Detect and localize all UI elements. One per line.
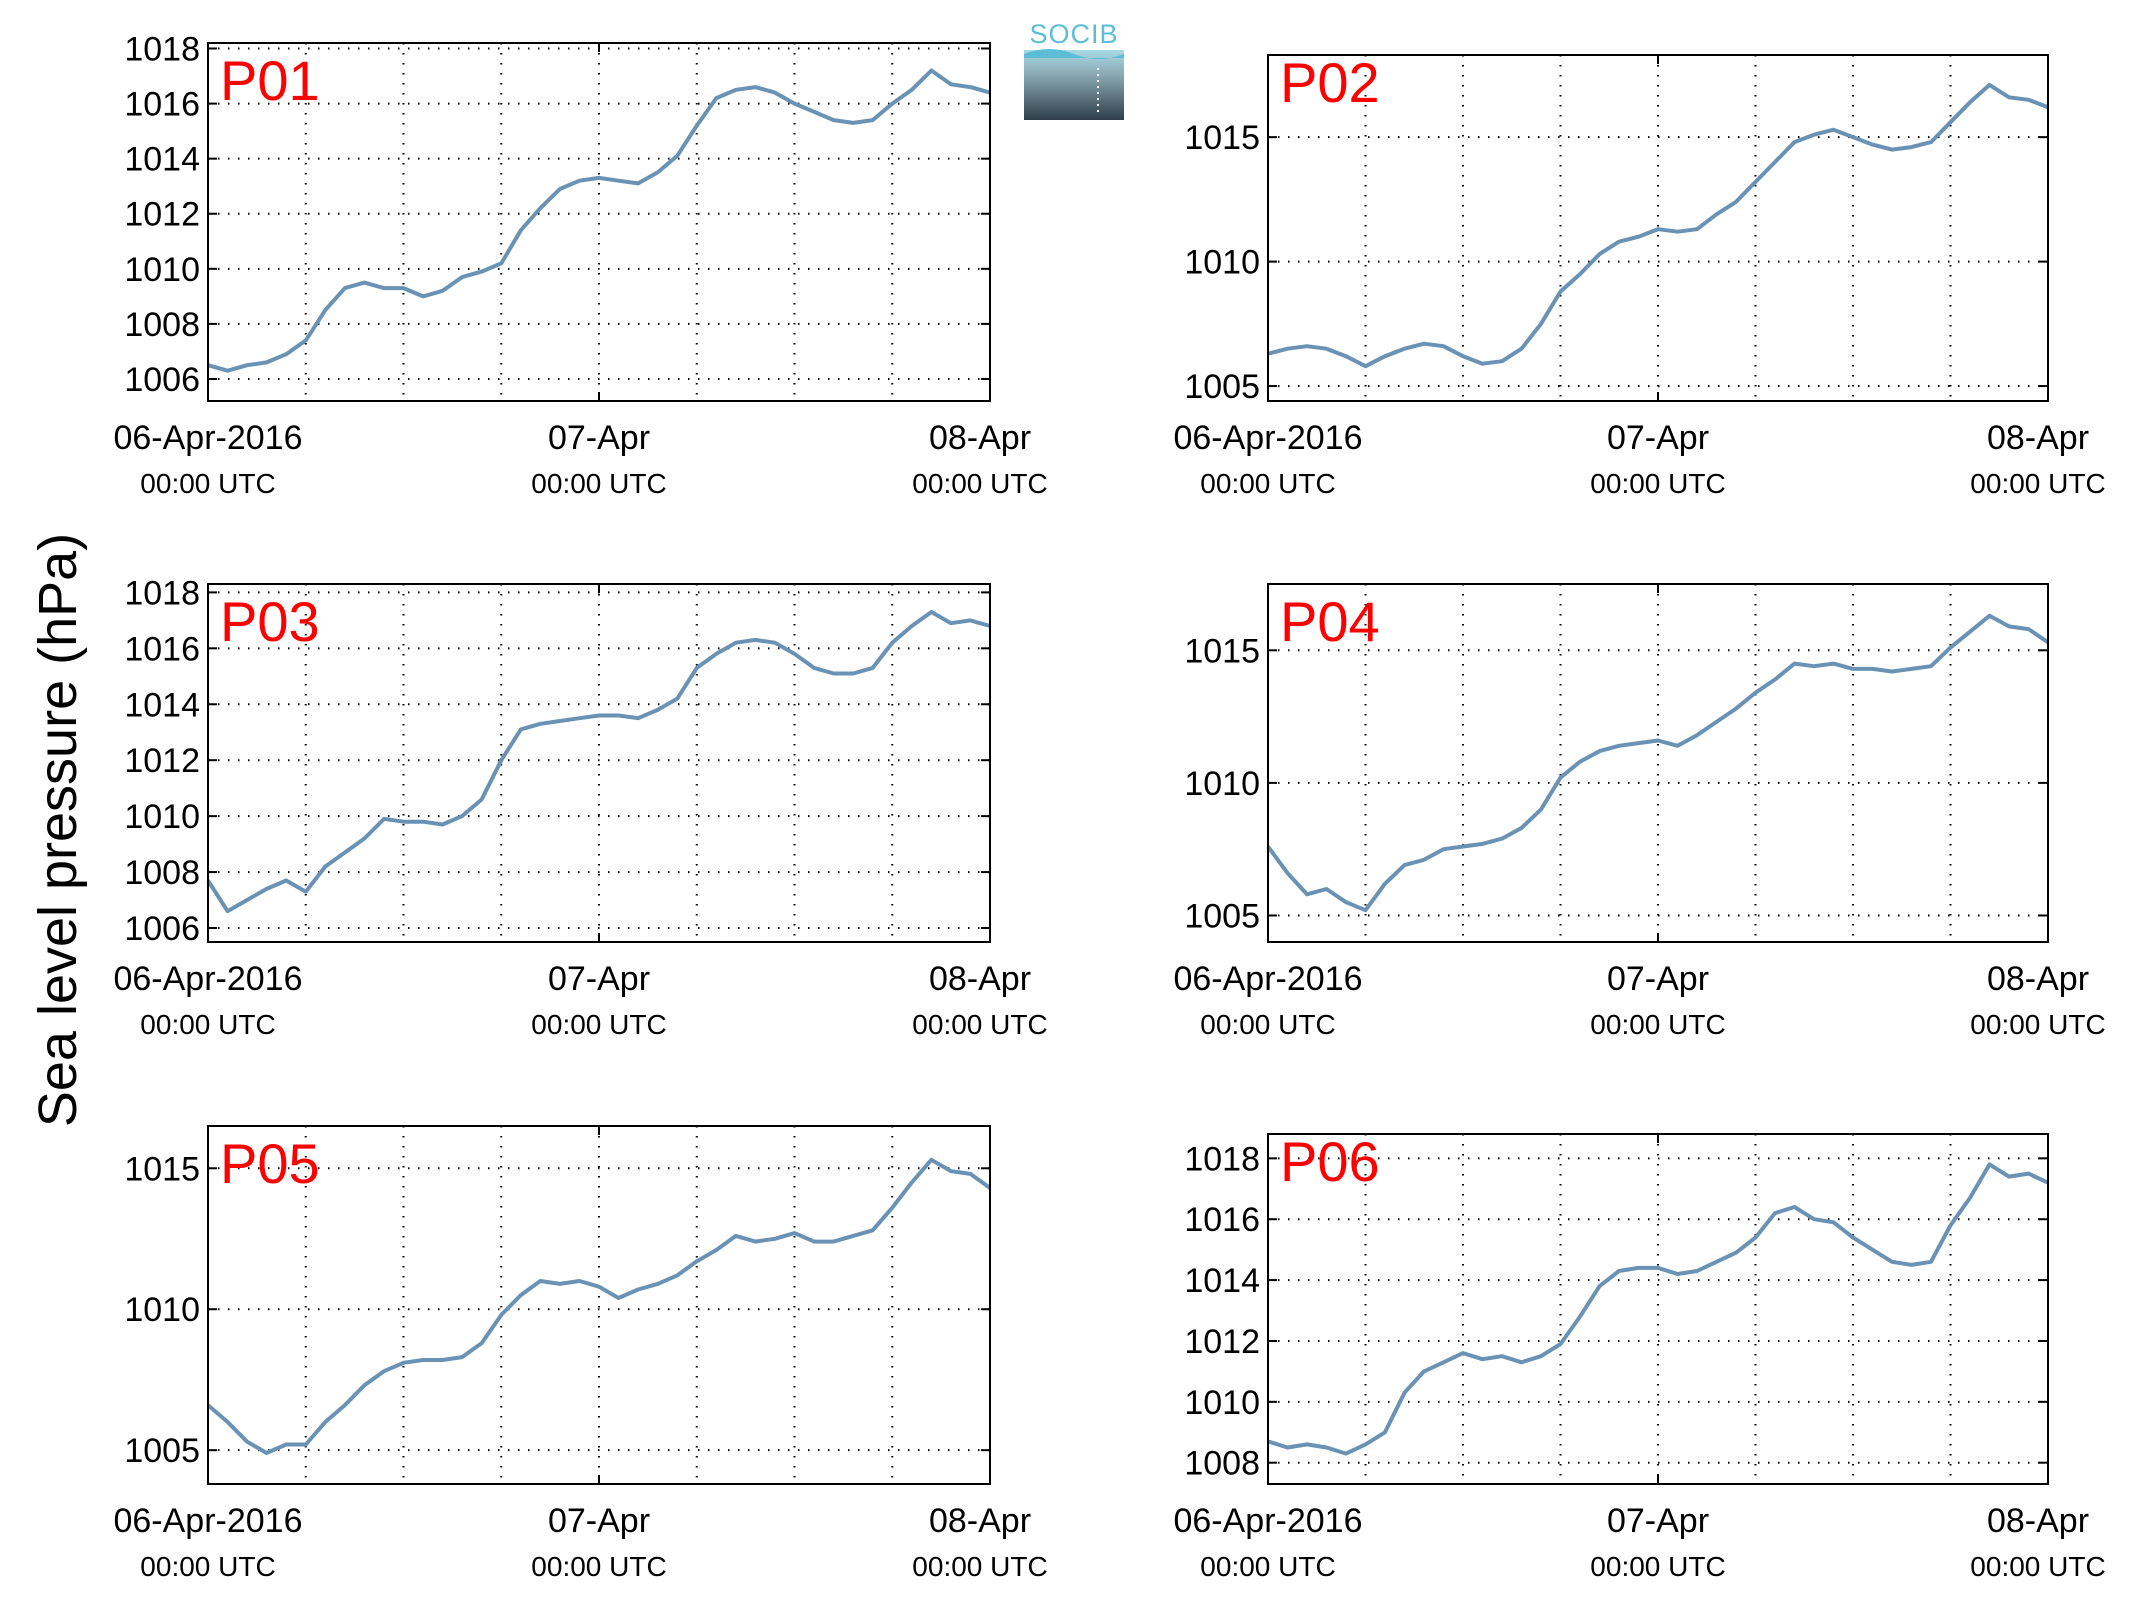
x-tick-sublabel: 00:00 UTC <box>1970 1009 2105 1040</box>
panel-p05: 1005 1010 1015 06-Apr-2016 00:00 UTC 07-Apr 00… <box>113 1125 1048 1582</box>
x-tick-label: 08-Apr <box>1987 960 2089 998</box>
x-tick-sublabel: 00:00 UTC <box>1590 468 1725 499</box>
panel-p03: 1006 1008 1010 1012 1014 1016 1018 06-Apr-2016 0… <box>113 574 1047 1040</box>
y-tick-label: 1005 <box>1184 897 1260 935</box>
panel-label: P01 <box>220 49 320 112</box>
x-tick-label: 06-Apr-2016 <box>113 419 302 457</box>
x-tick-sublabel: 00:00 UTC <box>1200 1551 1335 1582</box>
y-tick-label: 1012 <box>124 742 200 780</box>
y-tick-label: 1008 <box>124 306 200 344</box>
socib-logo: SOCIB <box>1024 19 1124 120</box>
series-line-p02 <box>1267 82 2049 369</box>
y-tick-label: 1016 <box>1184 1201 1260 1239</box>
y-axis-label: Sea level pressure (hPa) <box>28 533 88 1127</box>
x-tick-label: 08-Apr <box>1987 1502 2089 1540</box>
y-tick-label: 1016 <box>124 630 200 668</box>
y-tick-label: 1015 <box>1184 119 1260 157</box>
y-tick-label: 1018 <box>124 31 200 69</box>
series-line-p06 <box>1267 1162 2049 1456</box>
y-tick-label: 1018 <box>1184 1140 1260 1178</box>
x-tick-sublabel: 00:00 UTC <box>1590 1551 1725 1582</box>
y-tick-label: 1008 <box>1184 1445 1260 1483</box>
x-tick-label: 08-Apr <box>929 419 1031 457</box>
series-line-p05 <box>206 1157 992 1455</box>
panel-label: P06 <box>1280 1130 1380 1193</box>
x-tick-sublabel: 00:00 UTC <box>140 468 275 499</box>
x-tick-label: 06-Apr-2016 <box>113 1502 302 1540</box>
x-tick-label: 07-Apr <box>1607 1502 1709 1540</box>
logo-text: SOCIB <box>1029 19 1118 49</box>
series-line-p01 <box>207 68 991 373</box>
x-tick-sublabel: 00:00 UTC <box>1200 1009 1335 1040</box>
chart-panels: 1006 1008 1010 1012 1014 1016 1018 06-Apr-2016 0… <box>113 31 2105 1582</box>
y-tick-label: 1010 <box>124 251 200 289</box>
x-tick-sublabel: 00:00 UTC <box>140 1551 275 1582</box>
y-tick-label: 1012 <box>1184 1323 1260 1361</box>
y-tick-label: 1005 <box>124 1432 200 1470</box>
y-tick-label: 1016 <box>124 86 200 124</box>
y-tick-label: 1014 <box>124 141 200 179</box>
x-tick-sublabel: 00:00 UTC <box>912 468 1047 499</box>
x-tick-label: 06-Apr-2016 <box>1173 960 1362 998</box>
y-tick-label: 1010 <box>1184 244 1260 282</box>
y-tick-label: 1006 <box>124 910 200 948</box>
y-tick-label: 1015 <box>1184 632 1260 670</box>
panel-label: P04 <box>1280 590 1380 653</box>
x-tick-label: 08-Apr <box>1987 419 2089 457</box>
x-tick-sublabel: 00:00 UTC <box>531 468 666 499</box>
panel-label: P02 <box>1280 51 1380 114</box>
y-tick-label: 1010 <box>1184 765 1260 803</box>
x-tick-label: 07-Apr <box>1607 419 1709 457</box>
y-tick-label: 1010 <box>124 1291 200 1329</box>
y-tick-label: 1010 <box>124 798 200 836</box>
x-tick-label: 07-Apr <box>1607 960 1709 998</box>
x-tick-label: 06-Apr-2016 <box>1173 419 1362 457</box>
x-tick-sublabel: 00:00 UTC <box>531 1551 666 1582</box>
x-tick-label: 07-Apr <box>548 960 650 998</box>
y-tick-label: 1005 <box>1184 368 1260 406</box>
x-tick-sublabel: 00:00 UTC <box>912 1009 1047 1040</box>
series-line-p03 <box>206 610 991 914</box>
panel-label: P05 <box>220 1132 320 1195</box>
x-tick-sublabel: 00:00 UTC <box>912 1551 1047 1582</box>
x-tick-sublabel: 00:00 UTC <box>531 1009 666 1040</box>
y-tick-label: 1018 <box>124 574 200 612</box>
x-tick-label: 06-Apr-2016 <box>113 960 302 998</box>
x-tick-sublabel: 00:00 UTC <box>1970 1551 2105 1582</box>
y-tick-label: 1008 <box>124 854 200 892</box>
x-tick-sublabel: 00:00 UTC <box>1970 468 2105 499</box>
x-tick-label: 08-Apr <box>929 1502 1031 1540</box>
x-tick-sublabel: 00:00 UTC <box>1590 1009 1725 1040</box>
x-tick-sublabel: 00:00 UTC <box>140 1009 275 1040</box>
panel-label: P03 <box>220 590 320 653</box>
series-line-p04 <box>1266 613 2050 913</box>
x-tick-label: 07-Apr <box>548 419 650 457</box>
x-tick-label: 06-Apr-2016 <box>1173 1502 1362 1540</box>
x-tick-label: 08-Apr <box>929 960 1031 998</box>
x-tick-label: 07-Apr <box>548 1502 650 1540</box>
panel-p04: 1005 1010 1015 06-Apr-2016 00:00 UTC 07-Apr 00… <box>1173 583 2106 1040</box>
y-tick-label: 1014 <box>124 686 200 724</box>
y-tick-label: 1014 <box>1184 1262 1260 1300</box>
x-tick-sublabel: 00:00 UTC <box>1200 468 1335 499</box>
y-tick-label: 1006 <box>124 361 200 399</box>
y-tick-label: 1012 <box>124 196 200 234</box>
y-tick-label: 1010 <box>1184 1384 1260 1422</box>
y-tick-label: 1015 <box>124 1150 200 1188</box>
panel-p02: 1005 1010 1015 06-Apr-2016 00:00 UTC 07-Apr 00… <box>1173 51 2105 499</box>
panel-p01: 1006 1008 1010 1012 1014 1016 1018 06-Apr-2016 0… <box>113 31 1047 499</box>
panel-p06: 1008 1010 1012 1014 1016 1018 06-Apr-2016 00:00… <box>1173 1130 2105 1582</box>
